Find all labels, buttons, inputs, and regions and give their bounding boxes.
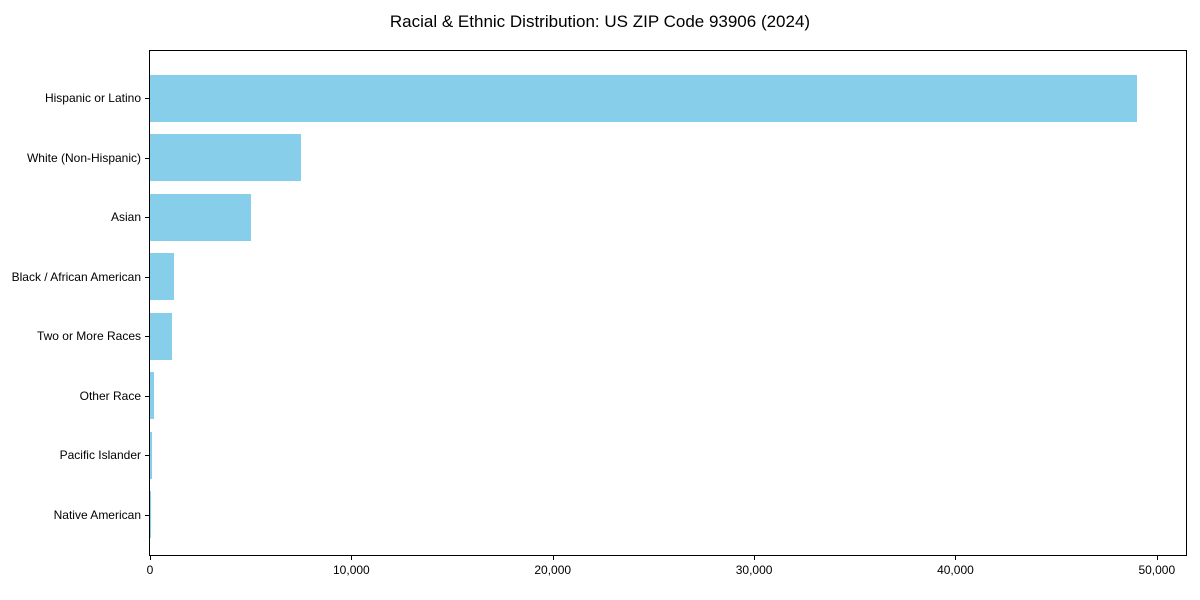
y-axis-tick bbox=[145, 395, 150, 397]
bar-hispanic-or-latino bbox=[150, 74, 1137, 122]
x-axis-tick bbox=[351, 555, 353, 560]
y-axis-label: Other Race bbox=[79, 388, 141, 403]
y-axis-tick bbox=[145, 217, 150, 219]
bar-asian bbox=[150, 193, 251, 241]
x-axis-tick bbox=[955, 555, 957, 560]
bar-pacific-islander bbox=[150, 431, 152, 479]
x-axis-tick bbox=[552, 555, 554, 560]
bar-native-american bbox=[150, 491, 151, 539]
bar-two-or-more-races bbox=[150, 312, 173, 360]
x-axis-label: 20,000 bbox=[534, 563, 572, 577]
y-axis-tick bbox=[145, 336, 150, 338]
y-axis-label: White (Non-Hispanic) bbox=[26, 150, 141, 165]
x-axis-label: 40,000 bbox=[937, 563, 974, 577]
bar-white-non-hispanic bbox=[150, 134, 302, 182]
y-axis-label: Two or More Races bbox=[36, 329, 141, 344]
y-axis-label: Black / African American bbox=[11, 269, 141, 284]
chart-title: Racial & Ethnic Distribution: US ZIP Cod… bbox=[389, 12, 811, 31]
bar-other-race bbox=[150, 372, 154, 420]
x-axis-label: 0 bbox=[146, 563, 154, 577]
y-axis-label: Pacific Islander bbox=[59, 448, 141, 463]
plot-area: Hispanic or Latino White (Non-Hispanic) As… bbox=[12, 50, 1187, 577]
x-axis-tick bbox=[1156, 555, 1158, 560]
y-axis-tick bbox=[145, 157, 150, 159]
x-axis-tick bbox=[754, 555, 756, 560]
y-axis-tick bbox=[145, 514, 150, 516]
y-axis-label: Asian bbox=[110, 210, 141, 225]
y-axis-tick bbox=[145, 276, 150, 278]
x-axis-tick bbox=[150, 555, 151, 560]
x-axis-label: 30,000 bbox=[735, 563, 773, 577]
y-axis-label: Native American bbox=[53, 507, 141, 522]
y-axis-tick bbox=[145, 455, 150, 457]
y-axis-tick bbox=[145, 98, 150, 99]
x-axis-label: 50,000 bbox=[1138, 563, 1176, 577]
y-axis-label: Hispanic or Latino bbox=[44, 91, 141, 105]
x-axis-label: 10,000 bbox=[333, 563, 370, 577]
bar-black-african-american bbox=[150, 253, 175, 301]
